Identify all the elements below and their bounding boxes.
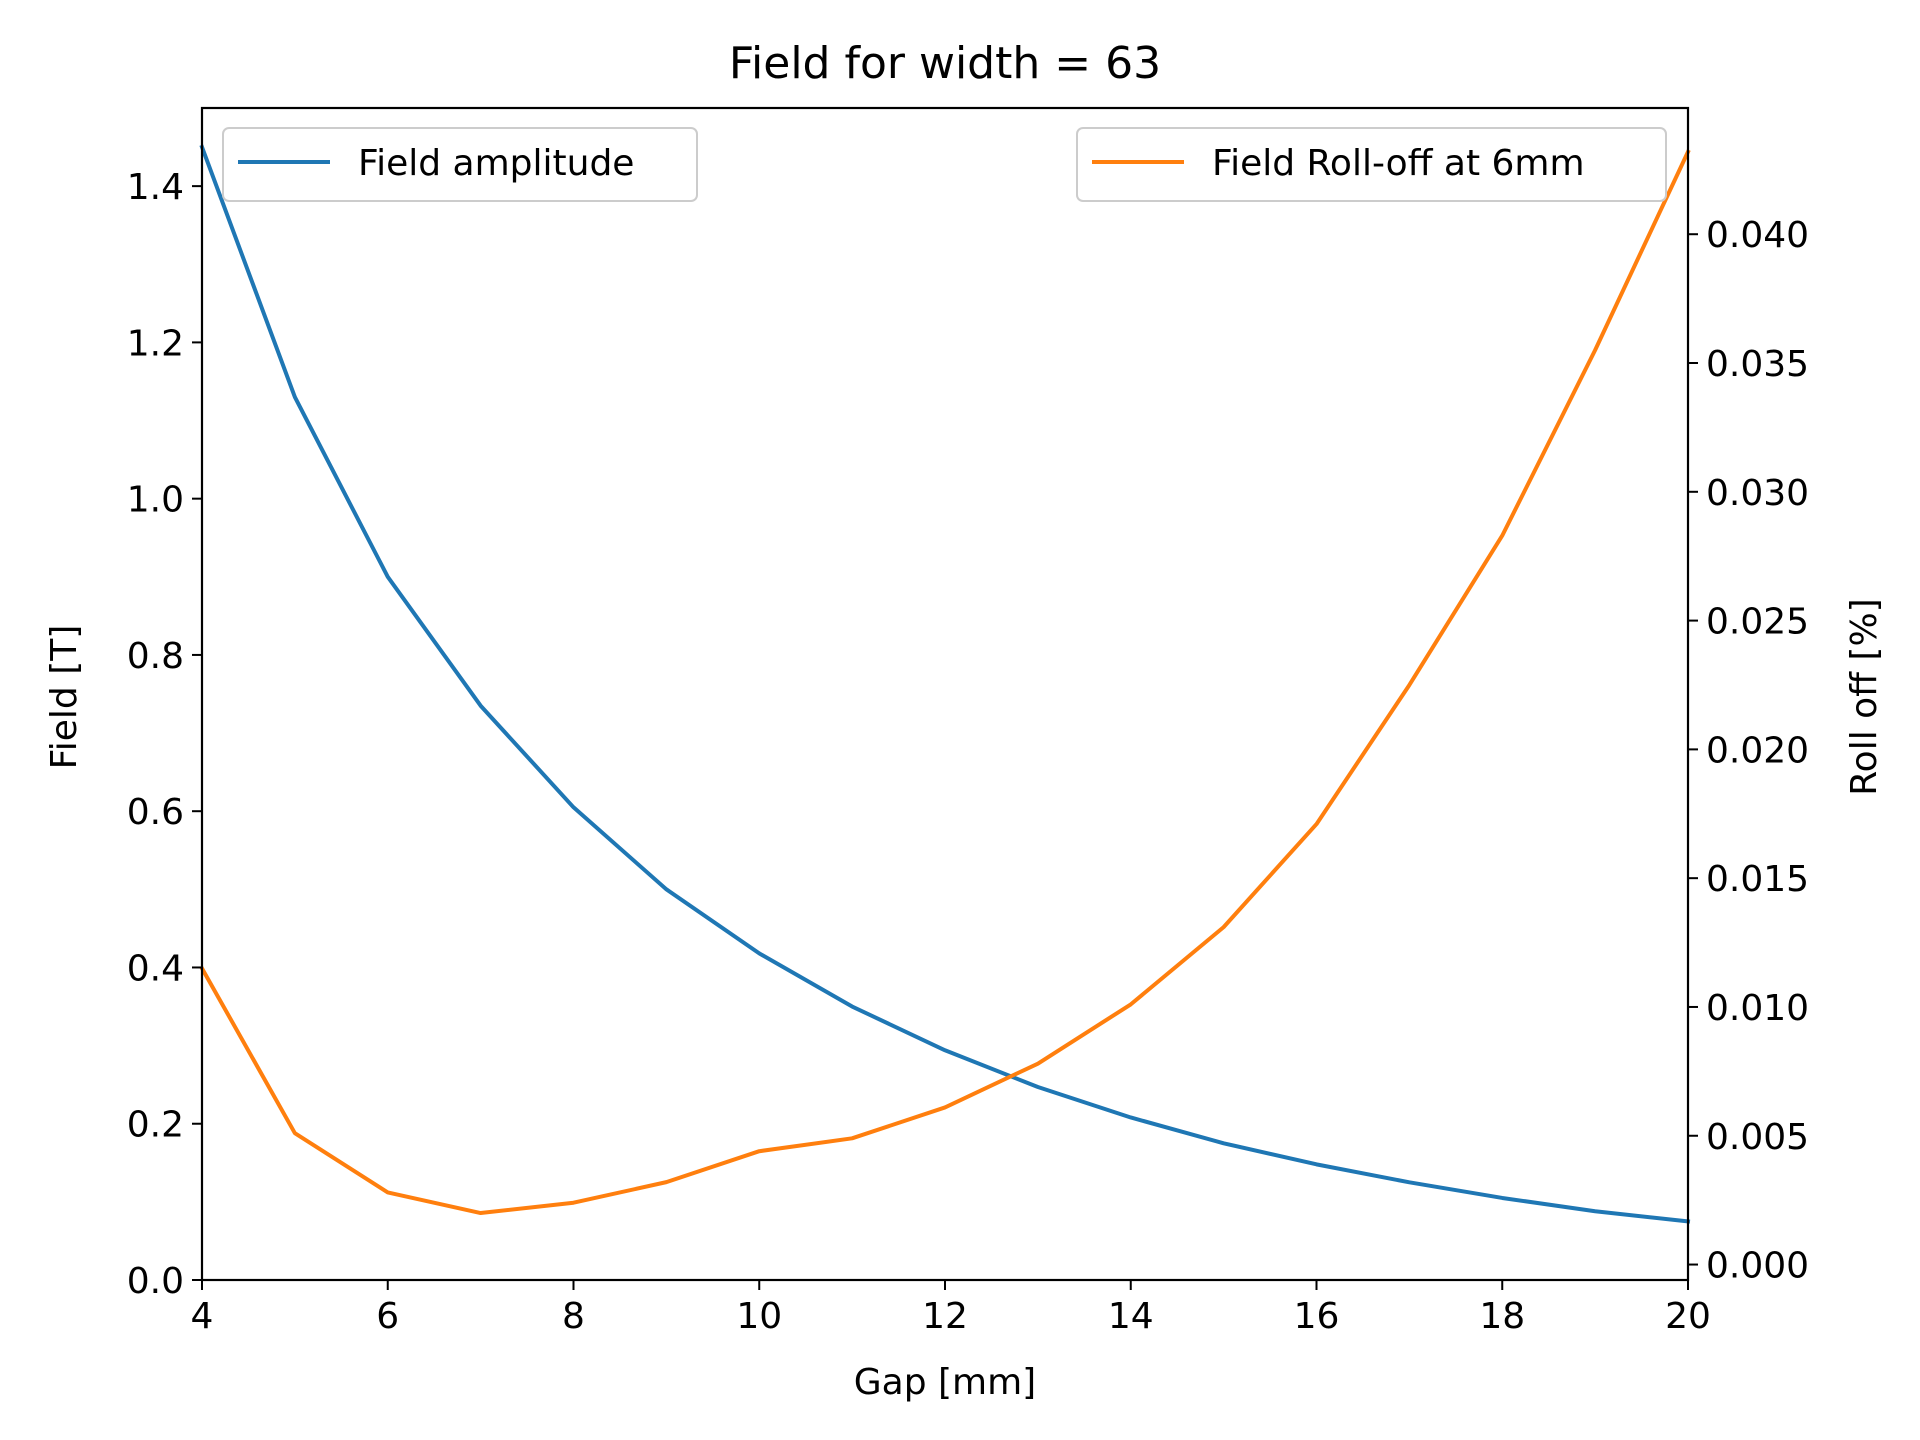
- legend-label: Field amplitude: [358, 143, 634, 184]
- x-tick-label: 20: [1665, 1296, 1711, 1337]
- y-right-tick-label: 0.035: [1706, 344, 1809, 385]
- y-right-tick-label: 0.015: [1706, 859, 1809, 900]
- y-right-tick-label: 0.040: [1706, 215, 1809, 256]
- x-tick-label: 6: [376, 1296, 399, 1337]
- series-layer: [199, 144, 1691, 1224]
- y-right-tick-label: 0.020: [1706, 730, 1809, 771]
- legend-box: [1076, 127, 1667, 202]
- plot-frame: [200, 106, 1690, 1282]
- y-axis-right-label: Roll off [%]: [1844, 598, 1885, 795]
- y-left-tick-label: 0.8: [127, 636, 184, 677]
- y-left-tick-label: 1.2: [127, 323, 184, 364]
- x-tick-label: 18: [1479, 1296, 1525, 1337]
- y-right-tick-label: 0.030: [1706, 473, 1809, 514]
- y-right-tick-label: 0.005: [1706, 1117, 1809, 1158]
- plot-area: [199, 144, 1691, 1224]
- x-tick-label: 10: [736, 1296, 782, 1337]
- y-left-tick-label: 0.2: [127, 1105, 184, 1146]
- chart-title: Field for width = 63: [729, 38, 1161, 89]
- y-left-tick-label: 0.6: [127, 792, 184, 833]
- y-right-tick-label: 0.025: [1706, 602, 1809, 643]
- y-left-tick-label: 1.4: [127, 167, 184, 208]
- x-axis-label: Gap [mm]: [854, 1362, 1036, 1403]
- y-left-tick-label: 1.0: [127, 480, 184, 521]
- x-tick-label: 4: [191, 1296, 214, 1337]
- y-right-tick-label: 0.010: [1706, 988, 1809, 1029]
- series-line-roll-off: [199, 149, 1691, 1216]
- x-axis: 4 6 8 10 12 14 16 18 20: [191, 1280, 1711, 1337]
- y-axis-right: 0.000 0.005 0.010 0.015 0.020 0.025 0.030 0.035…: [1688, 215, 1809, 1287]
- y-left-tick-label: 0.0: [127, 1261, 184, 1302]
- x-tick-label: 12: [922, 1296, 968, 1337]
- series-line-field-amplitude: [199, 144, 1691, 1224]
- x-tick-label: 16: [1294, 1296, 1340, 1337]
- x-tick-label: 8: [562, 1296, 585, 1337]
- y-axis-left-label: Field [T]: [44, 625, 85, 770]
- legend-label: Field Roll-off at 6mm: [1212, 143, 1585, 184]
- y-axis-left: 0.0 0.2 0.4 0.6 0.8 1.0 1.2 1.4: [127, 167, 202, 1302]
- y-right-tick-label: 0.000: [1706, 1246, 1809, 1287]
- y-left-tick-label: 0.4: [127, 948, 184, 989]
- legend-field-roll-off: Field Roll-off at 6mm: [1076, 127, 1667, 202]
- legend-field-amplitude: Field amplitude: [222, 127, 698, 202]
- legend-box: [222, 127, 698, 202]
- x-tick-label: 14: [1108, 1296, 1154, 1337]
